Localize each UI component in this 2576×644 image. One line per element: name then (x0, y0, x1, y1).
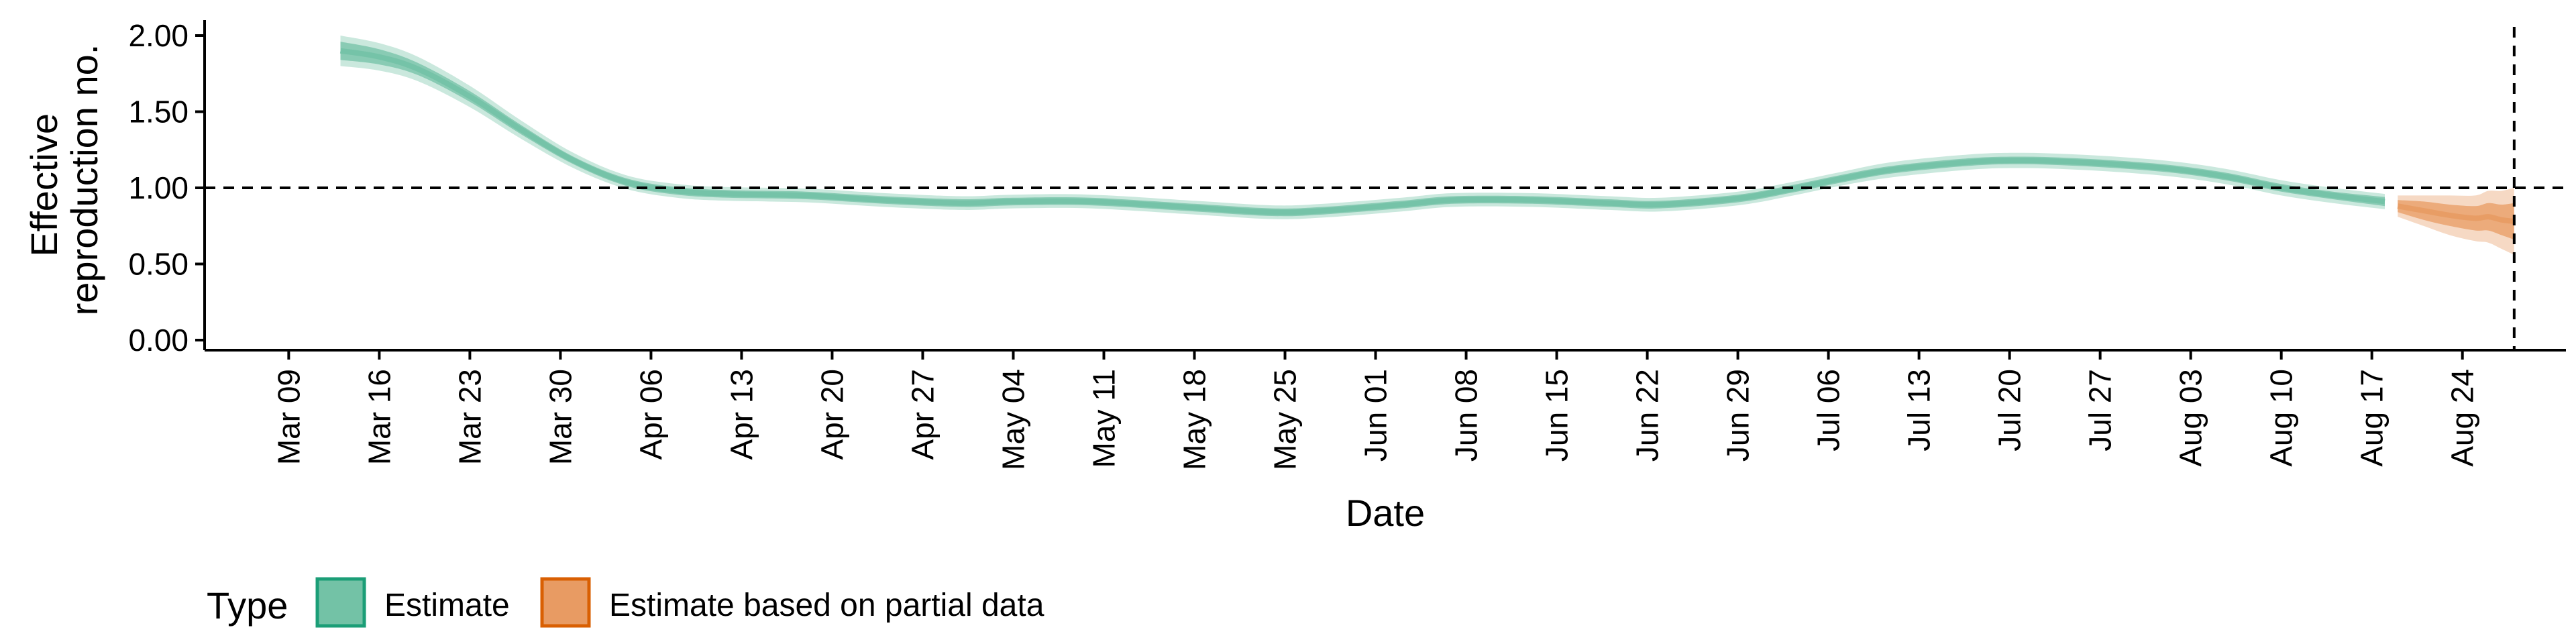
x-tick-label: Apr 13 (724, 369, 759, 460)
median-line-1 (2397, 203, 2515, 224)
outer-band-0 (340, 36, 2385, 219)
y-tick-label: 1.00 (128, 170, 189, 205)
y-tick-label: 0.50 (128, 247, 189, 282)
legend: Type Estimate Estimate based on partial d… (207, 577, 1044, 628)
x-tick-label: May 11 (1086, 369, 1121, 468)
x-tick-label: Jun 29 (1721, 369, 1756, 462)
y-tick-label: 1.50 (128, 95, 189, 129)
x-tick-label: Mar 23 (452, 369, 487, 465)
x-tick-label: May 18 (1177, 369, 1212, 470)
x-tick-label: May 25 (1268, 369, 1303, 470)
y-tick-label: 2.00 (128, 18, 189, 53)
x-tick-label: Apr 27 (905, 369, 940, 460)
x-tick-label: Apr 20 (814, 369, 849, 460)
x-tick-label: Jun 08 (1449, 369, 1484, 462)
legend-label-0: Estimate (384, 588, 510, 623)
x-tick-label: Aug 17 (2355, 369, 2390, 467)
legend-label-1: Estimate based on partial data (609, 588, 1044, 623)
x-tick-label: Mar 16 (362, 369, 396, 465)
x-axis-title: Date (1346, 492, 1425, 534)
x-tick-label: May 04 (996, 369, 1030, 470)
y-axis-title: Effective reproduction no. (23, 44, 105, 316)
x-ticks: Mar 09 Mar 16 Mar 23 Mar 30 Apr 06 Apr 13 Apr … (271, 350, 2480, 470)
x-tick-label: Apr 06 (633, 369, 668, 460)
legend-key-1 (540, 577, 591, 628)
x-tick-label: Jul 13 (1902, 369, 1937, 451)
x-tick-label: Jul 06 (1811, 369, 1846, 451)
plot-area (205, 27, 2566, 350)
y-tick-label: 0.00 (128, 323, 189, 358)
y-axis: 0.00 0.50 1.00 1.50 2.00 (128, 18, 206, 358)
x-tick-label: Jul 27 (2083, 369, 2118, 451)
x-tick-label: Jun 01 (1358, 369, 1393, 462)
x-tick-label: Jun 22 (1630, 369, 1665, 462)
y-axis-title-line-1: Effective (23, 113, 65, 257)
median-line-0 (339, 48, 2385, 215)
x-tick-label: Jun 15 (1540, 369, 1574, 462)
x-tick-label: Mar 30 (543, 369, 578, 465)
x-tick-label: Aug 10 (2264, 369, 2299, 467)
median-lines (339, 48, 2515, 224)
legend-items: Estimate Estimate based on partial data (315, 577, 1044, 628)
inner-band-0 (340, 42, 2385, 217)
y-ticks: 0.00 0.50 1.00 1.50 2.00 (128, 18, 205, 358)
x-tick-label: Aug 03 (2174, 369, 2208, 467)
x-tick-label: Jul 20 (1992, 369, 2027, 451)
x-tick-label: Mar 09 (271, 369, 306, 465)
legend-key-0 (315, 577, 366, 628)
uncertainty-bands (340, 36, 2514, 255)
y-axis-title-line-2: reproduction no. (63, 44, 105, 316)
legend-title: Type (207, 584, 288, 627)
x-tick-label: Aug 24 (2445, 369, 2480, 467)
x-axis: Mar 09 Mar 16 Mar 23 Mar 30 Apr 06 Apr 13 Apr … (205, 349, 2566, 470)
